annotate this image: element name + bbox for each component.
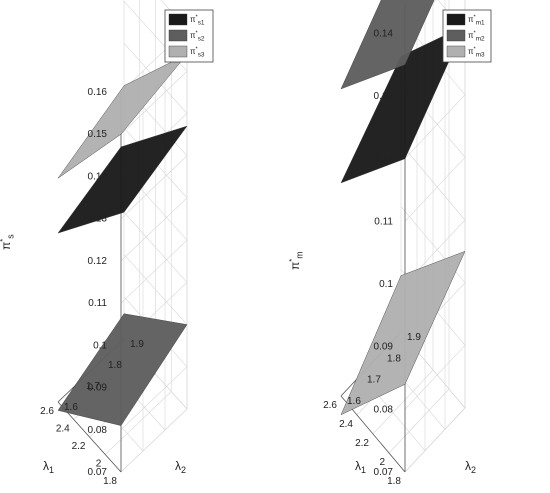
y-tick-label: 1.9 xyxy=(407,332,421,343)
legend-swatch xyxy=(168,45,188,58)
legend-swatch xyxy=(446,13,466,26)
legend-swatch xyxy=(446,45,466,58)
z-tick-label: 0.07 xyxy=(88,467,108,478)
z-tick-label: 0.1 xyxy=(379,279,393,290)
x-tick-label: 1.8 xyxy=(387,476,401,487)
y-axis-label: λ2 xyxy=(175,459,186,475)
legend-swatch xyxy=(446,29,466,42)
z-tick-labels: 0.07 0.08 0.09 0.1 0.11 0.12 0.13 0.14 0.15 0.16 xyxy=(88,87,108,478)
y-tick-labels: 1.6 1.7 1.8 1.9 xyxy=(64,339,144,413)
legend-label: π*s2 xyxy=(190,30,205,42)
x-floor-gridline xyxy=(120,408,188,473)
surface-1-3 xyxy=(57,54,188,179)
x-tick-label: 2.2 xyxy=(72,441,86,452)
legend-label: π*m3 xyxy=(468,46,485,58)
z-tick-label: 0.16 xyxy=(88,87,108,98)
x-floor-gridline xyxy=(404,407,466,473)
legend: π*m1 π*m2 π*m3 xyxy=(442,9,492,63)
z-tick-label: 0.14 xyxy=(88,171,108,182)
x-floor-gridline xyxy=(372,369,434,435)
y-tick-labels: 1.6 1.7 1.8 1.9 xyxy=(347,332,421,407)
x-tick-labels: 1.82 2.22.42.6 xyxy=(40,406,117,487)
legend-label: π*m1 xyxy=(468,14,485,26)
y-tick-label: 1.7 xyxy=(367,375,381,386)
z-tick-labels: 0.07 0.08 0.09 0.1 0.11 0.12 0.13 0.14 xyxy=(374,28,394,478)
z-axis-label: π*s xyxy=(0,234,15,250)
surface-2-2 xyxy=(340,0,435,90)
x-tick-label: 2 xyxy=(96,459,102,470)
chart-panel-2: 0.070.080.090.10.110.120.130.141.822.22.… xyxy=(287,0,492,487)
surface-2-3 xyxy=(340,250,466,416)
z-tick-label: 0.07 xyxy=(374,467,394,478)
y-tick-label: 1.7 xyxy=(86,381,100,392)
x-floor-gridline xyxy=(388,388,450,454)
z-tick-label: 0.13 xyxy=(88,214,108,225)
z-tick-label: 0.11 xyxy=(88,298,107,309)
y-tick-label: 1.6 xyxy=(64,402,78,413)
z-tick-label: 0.11 xyxy=(374,216,393,227)
y-tick-label: 1.8 xyxy=(108,360,122,371)
chart-panel-1: 0.07 0.08 0.09 0.1 0.11 0.12 0.13 0.14 0.15 0.16 1… xyxy=(0,0,214,487)
x-axis-label: λ1 xyxy=(355,459,366,475)
z-tick-label: 0.08 xyxy=(88,425,108,436)
y-axis-label: λ2 xyxy=(465,459,476,475)
x-tick-labels: 1.82 2.22.42.6 xyxy=(323,400,401,487)
z-tick-label: 0.09 xyxy=(88,383,108,394)
x-tick-label: 1.8 xyxy=(103,476,117,487)
x-tick-label: 2.4 xyxy=(56,424,70,435)
x-tick-label: 2.6 xyxy=(323,400,337,411)
legend-label: π*s3 xyxy=(190,46,205,58)
y-tick-label: 1.8 xyxy=(387,353,401,364)
legend: π*s1 π*s2 π*s3 xyxy=(164,9,214,63)
z-tick-label: 0.13 xyxy=(374,91,394,102)
z-tick-label: 0.09 xyxy=(374,342,394,353)
x-tick-label: 2.6 xyxy=(40,406,54,417)
z-tick-label: 0.12 xyxy=(88,256,108,267)
surface-1-1 xyxy=(57,125,188,234)
x-tick-label: 2 xyxy=(379,457,385,468)
x-floor-gridline xyxy=(105,391,172,455)
legend-swatch xyxy=(168,13,188,26)
legend-label: π*s1 xyxy=(190,14,205,26)
x-tick-label: 2.2 xyxy=(355,438,369,449)
x-tick-label: 2.4 xyxy=(339,419,353,430)
surfaces xyxy=(340,0,466,416)
z-tick-label: 0.14 xyxy=(374,28,394,39)
legend-label: π*m2 xyxy=(468,30,485,42)
z-tick-label: 0.12 xyxy=(374,154,394,165)
x-axis-line xyxy=(57,401,122,473)
y-tick-label: 1.9 xyxy=(130,339,144,350)
z-tick-label: 0.15 xyxy=(88,129,108,140)
x-axis-label: λ1 xyxy=(43,459,54,475)
y-tick-label: 1.6 xyxy=(347,396,361,407)
legend-swatch xyxy=(168,29,188,42)
surfaces xyxy=(57,54,188,426)
z-axis-label: π*m xyxy=(287,251,304,270)
z-tick-label: 0.08 xyxy=(374,404,394,415)
surface-1-2 xyxy=(57,313,188,426)
z-tick-label: 0.1 xyxy=(93,340,107,351)
